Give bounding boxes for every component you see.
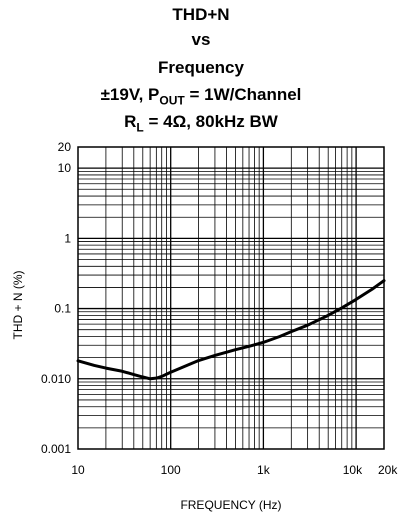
chart-title-line-4: ±19V, POUT = 1W/Channel [0,85,402,110]
major-grid [78,147,384,449]
y-tick-labels: 20 10 1 0.1 0.010 0.001 [41,140,71,456]
y-tick-label: 0.001 [41,442,71,456]
chart-title-line-2: vs [191,30,211,49]
x-tick-label: 100 [161,463,181,477]
x-tick-label: 1k [257,463,271,477]
chart-title-line-3: Frequency [158,58,244,77]
series-line [76,279,386,381]
chart-title-line-5: RL = 4Ω, 80kHz BW [0,112,402,137]
chart-title-line-4-suffix: = 1W/Channel [184,85,302,104]
x-axis-label: FREQUENCY (Hz) [180,498,281,512]
chart-title-line-5-suffix: = 4Ω, 80kHz BW [143,112,278,131]
x-tick-label: 10k [343,463,363,477]
plot-frame [77,146,385,450]
chart-title-line-4-sub: OUT [159,93,185,108]
y-axis-label: THD + N (%) [11,270,25,339]
x-tick-label: 10 [71,463,85,477]
y-tick-label: 10 [58,161,72,175]
y-tick-label: 1 [64,231,71,245]
chart-title-line-1: THD+N [172,5,230,24]
x-tick-labels: 10 100 1k 10k 20k [71,463,398,477]
chart-title-line-4-prefix: ±19V, P [100,85,160,104]
x-tick-label: 20k [378,463,398,477]
minor-grid [78,147,384,449]
chart-title-line-5-sub: L [136,120,144,135]
y-tick-label: 0.010 [41,372,71,386]
y-tick-label: 0.1 [54,302,71,316]
y-tick-label: 20 [58,140,72,154]
chart-title-line-5-prefix: R [124,112,137,131]
